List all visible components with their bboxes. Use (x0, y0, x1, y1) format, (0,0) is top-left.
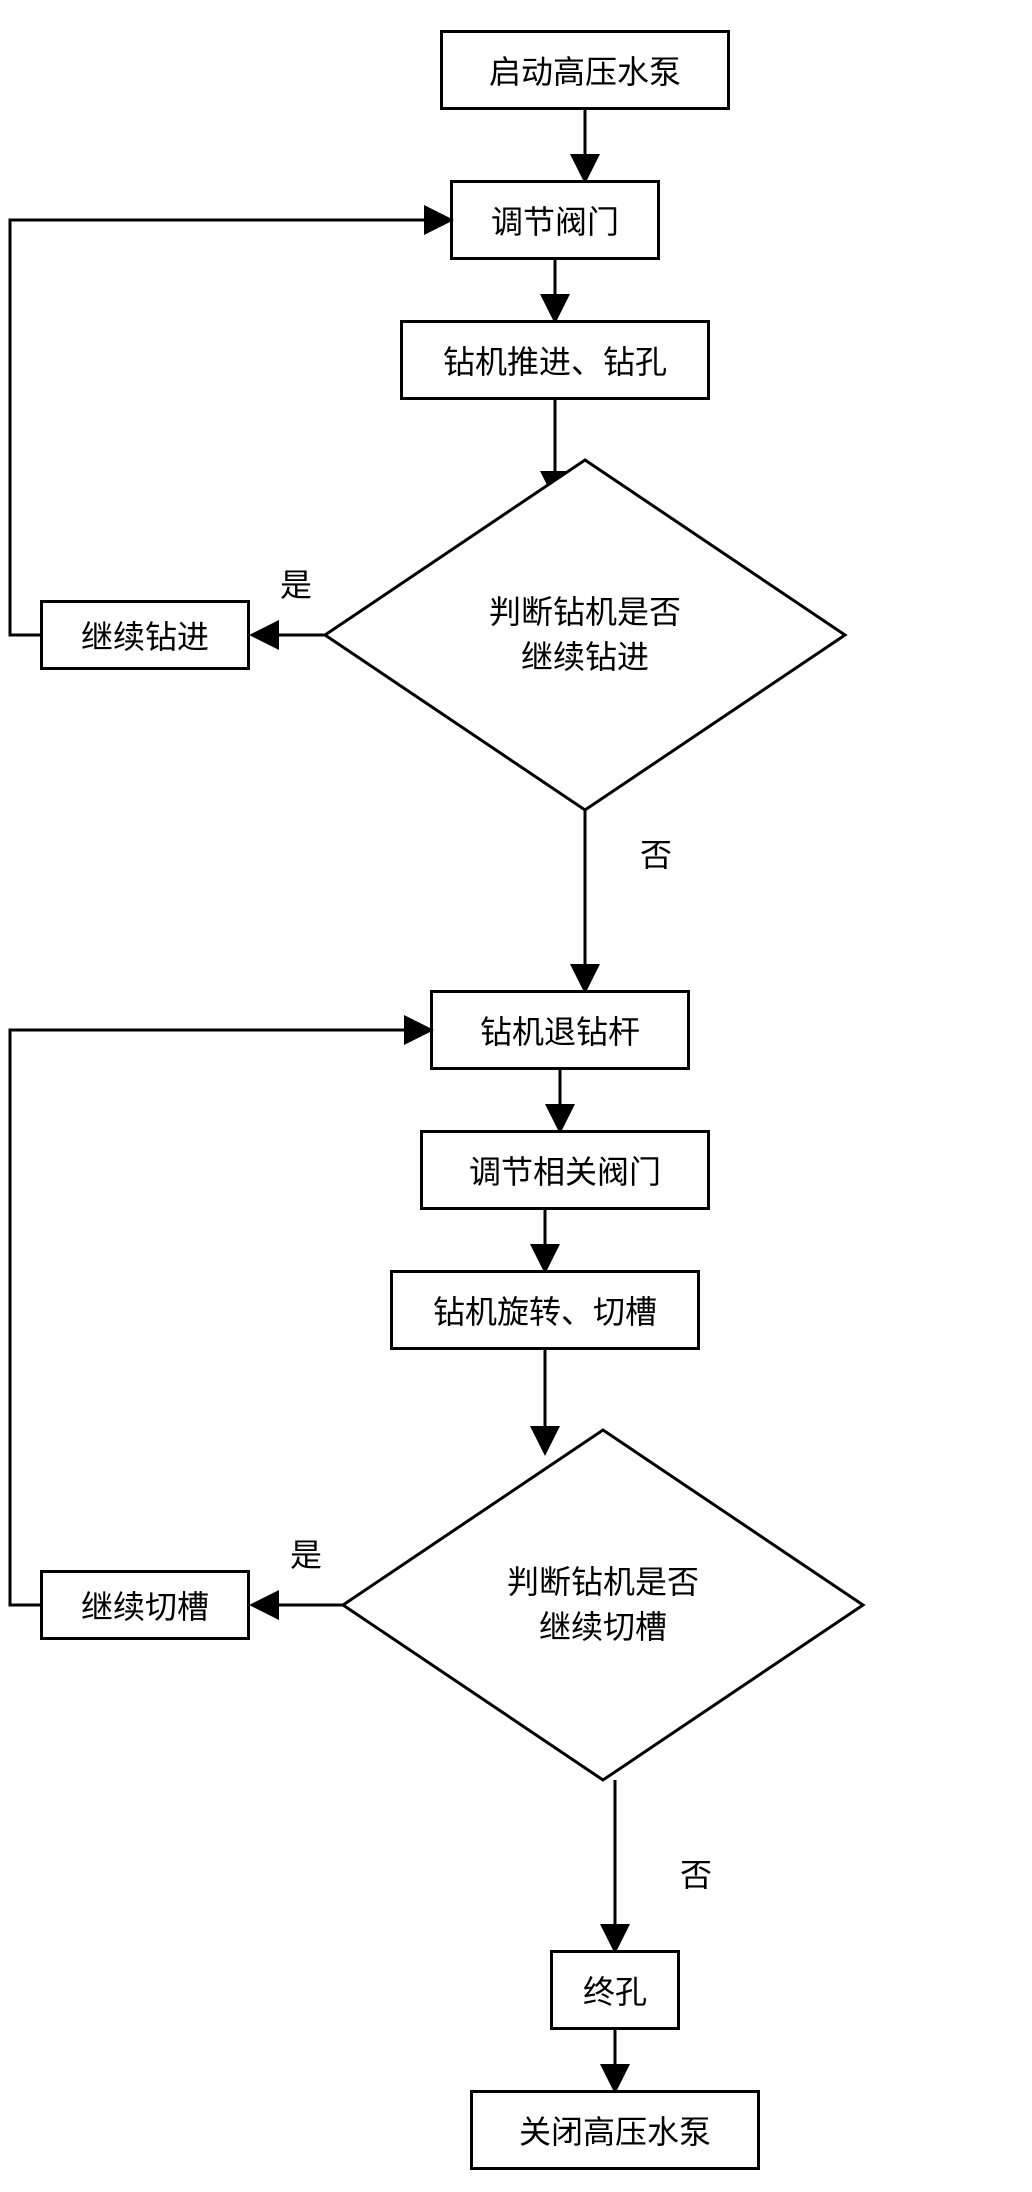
node-valve1: 调节阀门 (450, 180, 660, 260)
node-continue-slot-label: 继续切槽 (81, 1582, 209, 1628)
node-rotate-slot: 钻机旋转、切槽 (390, 1270, 700, 1350)
node-continue-drill-label: 继续钻进 (81, 612, 209, 658)
label-no1: 否 (640, 830, 672, 876)
decision1-line2: 继续钻进 (521, 639, 649, 675)
node-end-hole: 终孔 (550, 1950, 680, 2030)
label-yes1: 是 (280, 560, 312, 606)
node-retract: 钻机退钻杆 (430, 990, 690, 1070)
decision2-line1: 判断钻机是否 (507, 1564, 699, 1600)
node-close-pump-label: 关闭高压水泵 (519, 2107, 711, 2153)
node-drill-advance-label: 钻机推进、钻孔 (443, 337, 667, 383)
node-retract-label: 钻机退钻杆 (480, 1007, 640, 1053)
node-valve2: 调节相关阀门 (420, 1130, 710, 1210)
node-close-pump: 关闭高压水泵 (470, 2090, 760, 2170)
label-no2: 否 (680, 1850, 712, 1896)
node-continue-slot: 继续切槽 (40, 1570, 250, 1640)
decision2-text: 判断钻机是否 继续切槽 (507, 1560, 699, 1650)
node-end-hole-label: 终孔 (583, 1967, 647, 2013)
node-start: 启动高压水泵 (440, 30, 730, 110)
decision1-line1: 判断钻机是否 (489, 594, 681, 630)
node-valve1-label: 调节阀门 (491, 197, 619, 243)
node-drill-advance: 钻机推进、钻孔 (400, 320, 710, 400)
node-start-label: 启动高压水泵 (489, 47, 681, 93)
node-rotate-slot-label: 钻机旋转、切槽 (433, 1287, 657, 1333)
node-continue-drill: 继续钻进 (40, 600, 250, 670)
label-yes2: 是 (290, 1530, 322, 1576)
decision1-text: 判断钻机是否 继续钻进 (489, 590, 681, 680)
flowchart-container: 启动高压水泵 调节阀门 钻机推进、钻孔 判断钻机是否 继续钻进 是 继续钻 (0, 0, 1032, 2192)
node-valve2-label: 调节相关阀门 (469, 1147, 661, 1193)
decision2-line2: 继续切槽 (539, 1609, 667, 1645)
